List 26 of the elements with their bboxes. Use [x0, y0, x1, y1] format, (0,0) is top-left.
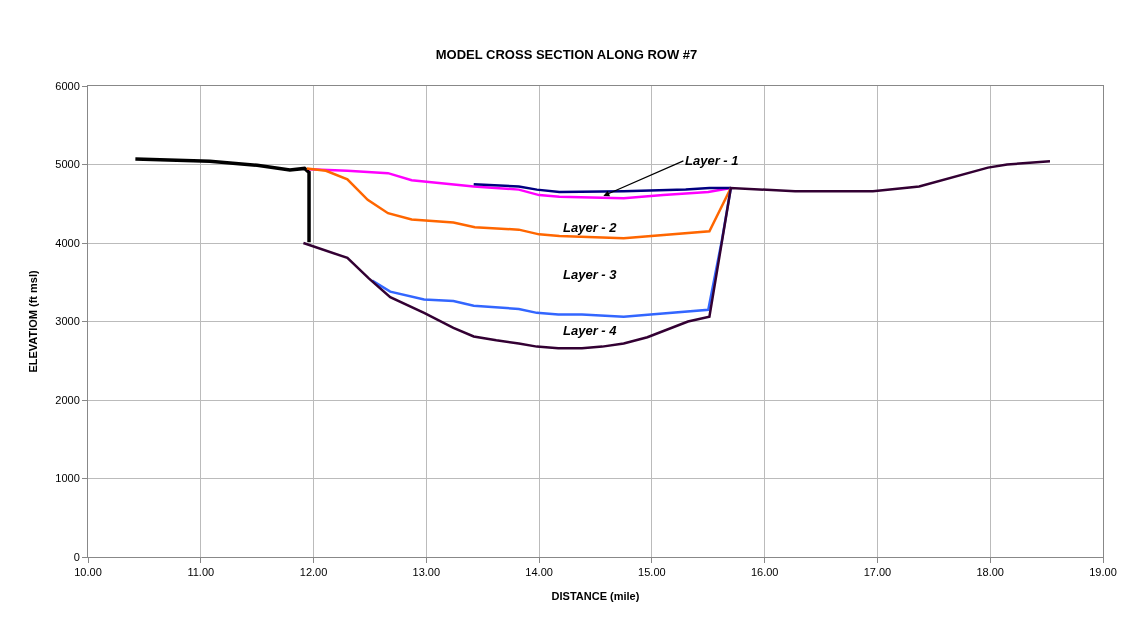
x-tick-label: 14.00	[525, 566, 553, 579]
y-tick-label: 2000	[55, 393, 80, 406]
x-tick-label: 13.00	[412, 566, 441, 579]
y-tick-label: 0	[73, 550, 80, 563]
x-tick-label: 18.00	[976, 566, 1004, 579]
y-tick-label: 1000	[55, 472, 80, 485]
x-tick-label: 11.00	[187, 566, 215, 579]
line-series	[472, 182, 733, 194]
y-axis-title: ELEVATIOM (ft msl)	[26, 270, 39, 373]
chart-title: MODEL CROSS SECTION ALONG ROW #7	[435, 46, 698, 62]
x-axis-title: DISTANCE (mile)	[551, 590, 640, 603]
annotation: Layer - 3	[563, 267, 618, 282]
annotation: Layer - 4	[563, 323, 618, 338]
x-tick-label: 17.00	[863, 566, 892, 579]
x-tick-label: 16.00	[750, 566, 779, 579]
y-tick-label: 5000	[55, 158, 80, 171]
y-tick-label: 4000	[55, 236, 80, 249]
y-tick-label: 6000	[55, 79, 80, 92]
x-tick-label: 15.00	[638, 566, 666, 579]
x-tick-label: 10.00	[74, 566, 102, 579]
annotation: Layer - 1	[685, 153, 739, 168]
line-series	[133, 157, 311, 244]
x-tick-label: 19.00	[1089, 566, 1117, 579]
y-tick-label: 3000	[55, 315, 80, 328]
annotation: Layer - 2	[563, 220, 618, 235]
x-tick-label: 12.00	[299, 566, 328, 579]
